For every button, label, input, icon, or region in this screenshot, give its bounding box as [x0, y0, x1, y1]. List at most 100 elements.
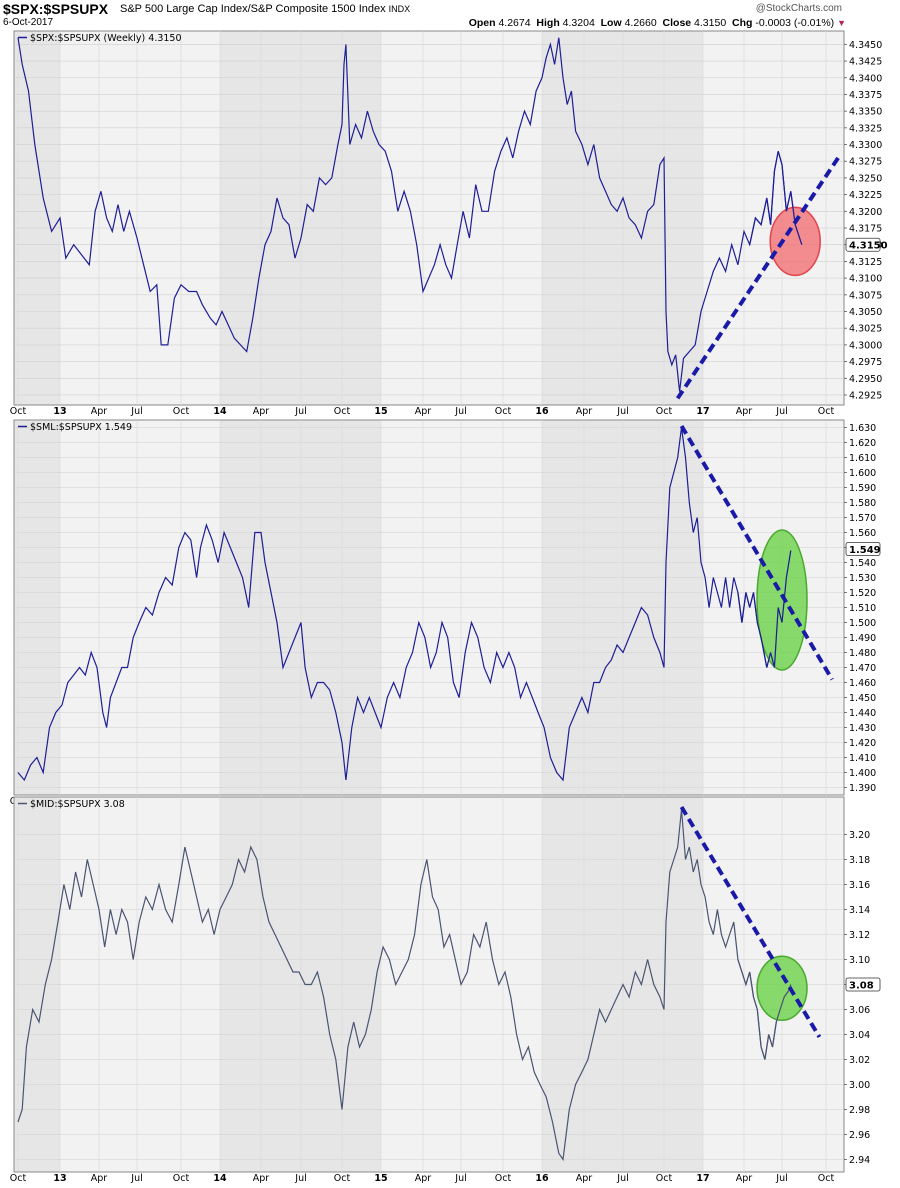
x-tick-label: 13	[53, 1173, 66, 1184]
panel-title: $MID:$SPSUPX 3.08	[30, 799, 125, 810]
y-tick-label: 1.460	[849, 678, 876, 689]
chart-panel-3: 2.94 2.96 2.98 3.00 3.02 3.04 3.06 3.08 3.10 3.12…	[10, 796, 881, 1184]
ohlc-readout: Open 4.2674 High 4.3204 Low 4.2660 Close…	[469, 17, 846, 29]
y-tick-label: 3.04	[849, 1030, 870, 1041]
x-tick-label: Apr	[576, 1173, 593, 1184]
y-tick-label: 1.520	[849, 588, 876, 599]
y-tick-label: 4.3225	[849, 190, 882, 201]
x-tick-label: Jul	[130, 406, 142, 417]
y-tick-label: 2.94	[849, 1155, 870, 1166]
y-tick-label: 1.530	[849, 573, 876, 584]
x-tick-label: Apr	[91, 1173, 108, 1184]
x-tick-label: 16	[535, 1173, 549, 1184]
highlight-ellipse-green	[756, 955, 808, 1021]
y-tick-label: 3.14	[849, 905, 870, 916]
y-tick-label: 1.430	[849, 723, 876, 734]
y-tick-label: 1.420	[849, 738, 876, 749]
x-tick-label: Jul	[775, 1173, 787, 1184]
year-band	[14, 31, 60, 405]
chart-security-name: S&P 500 Large Cap Index/S&P Composite 15…	[120, 3, 411, 15]
y-tick-label: 3.20	[849, 830, 870, 841]
y-tick-label: 4.3275	[849, 157, 882, 168]
y-tick-label: 3.06	[849, 1005, 870, 1016]
x-tick-label: Apr	[253, 406, 270, 417]
x-tick-label: Jul	[130, 1173, 142, 1184]
y-tick-label: 4.3200	[849, 207, 882, 218]
y-tick-label: 1.630	[849, 423, 876, 434]
low-value: 4.2660	[624, 17, 657, 29]
series-line	[17, 427, 792, 782]
x-tick-label: Jul	[775, 406, 787, 417]
x-tick-label: Jul	[454, 406, 466, 417]
y-tick-label: 3.16	[849, 880, 870, 891]
x-tick-label: 17	[696, 406, 709, 417]
y-tick-label: 1.410	[849, 753, 876, 764]
y-tick-label: 4.3025	[849, 324, 882, 335]
y-tick-label: 1.570	[849, 513, 876, 524]
close-value: 4.3150	[694, 17, 727, 29]
last-value-box	[845, 542, 881, 556]
stockcharts-logo[interactable]: @StockCharts.com	[755, 3, 842, 14]
series-line-tail	[749, 151, 803, 245]
x-tick-label: Oct	[818, 406, 835, 417]
y-tick-label: 4.3175	[849, 224, 882, 235]
high-value: 4.3204	[562, 17, 595, 29]
y-tick-label: 1.470	[849, 663, 876, 674]
x-tick-label: 15	[374, 1173, 387, 1184]
trendline	[679, 805, 822, 1039]
x-tick-label: Apr	[415, 1173, 432, 1184]
chart-symbol: $SPX:$SPSUPX	[3, 1, 109, 17]
y-tick-label: 3.02	[849, 1055, 870, 1066]
panel-title: $SPX:$SPSUPX (Weekly) 4.3150	[30, 33, 182, 44]
x-tick-label: Apr	[415, 406, 432, 417]
x-tick-label: Apr	[736, 1173, 753, 1184]
year-band	[60, 31, 220, 405]
y-tick-label: 1.390	[849, 783, 876, 794]
year-band	[703, 31, 844, 405]
high-label: High	[536, 17, 560, 29]
year-band	[542, 31, 703, 405]
y-tick-label: 3.18	[849, 855, 870, 866]
x-tick-label: Oct	[334, 1173, 351, 1184]
x-tick-label: Apr	[576, 406, 593, 417]
y-tick-label: 1.490	[849, 633, 876, 644]
panel-title: $SML:$SPSUPX 1.549	[30, 422, 132, 433]
x-tick-label: 14	[213, 1173, 227, 1184]
y-tick-label: 4.3325	[849, 123, 882, 134]
y-tick-label: 3.12	[849, 930, 870, 941]
x-tick-label: Apr	[736, 406, 753, 417]
year-band	[220, 31, 381, 405]
panel-frame	[13, 30, 845, 406]
y-tick-label: 4.2975	[849, 357, 882, 368]
y-tick-label: 4.3375	[849, 90, 882, 101]
highlight-ellipse-green	[756, 529, 808, 671]
y-tick-label: 1.540	[849, 558, 876, 569]
chart-panel-2: 1.390 1.400 1.410 1.420 1.430 1.440 1.450 1.460…	[10, 419, 881, 807]
y-tick-label: 1.500	[849, 618, 876, 629]
chart-date: 6-Oct-2017	[3, 17, 54, 28]
x-tick-label: Apr	[253, 1173, 270, 1184]
trendline	[675, 153, 843, 400]
last-value-label: 1.549	[849, 545, 881, 556]
open-label: Open	[468, 17, 496, 29]
y-tick-label: 1.610	[849, 453, 876, 464]
y-tick-label: 4.3000	[849, 340, 882, 351]
x-tick-label: Oct	[656, 406, 673, 417]
x-tick-label: Apr	[91, 406, 108, 417]
y-tick-label: 4.2925	[849, 390, 882, 401]
y-tick-label: 4.3050	[849, 307, 882, 318]
x-tick-label: 15	[374, 406, 387, 417]
x-tick-label: Jul	[294, 1173, 306, 1184]
y-tick-label: 1.560	[849, 528, 876, 539]
x-tick-label: Oct	[495, 1173, 512, 1184]
series-line	[17, 809, 792, 1162]
close-label: Close	[662, 17, 692, 29]
chg-label: Chg	[732, 17, 753, 29]
y-tick-label: 4.3300	[849, 140, 882, 151]
y-tick-label: 1.620	[849, 438, 876, 449]
y-tick-label: 1.450	[849, 693, 876, 704]
y-tick-label: 1.510	[849, 603, 876, 614]
chart-panel-1: 4.2925 4.2950 4.2975 4.3000 4.3025 4.3050 4.30…	[10, 30, 888, 417]
chg-value: -0.0003 (-0.01%)	[755, 17, 835, 29]
x-tick-label: Jul	[616, 406, 628, 417]
